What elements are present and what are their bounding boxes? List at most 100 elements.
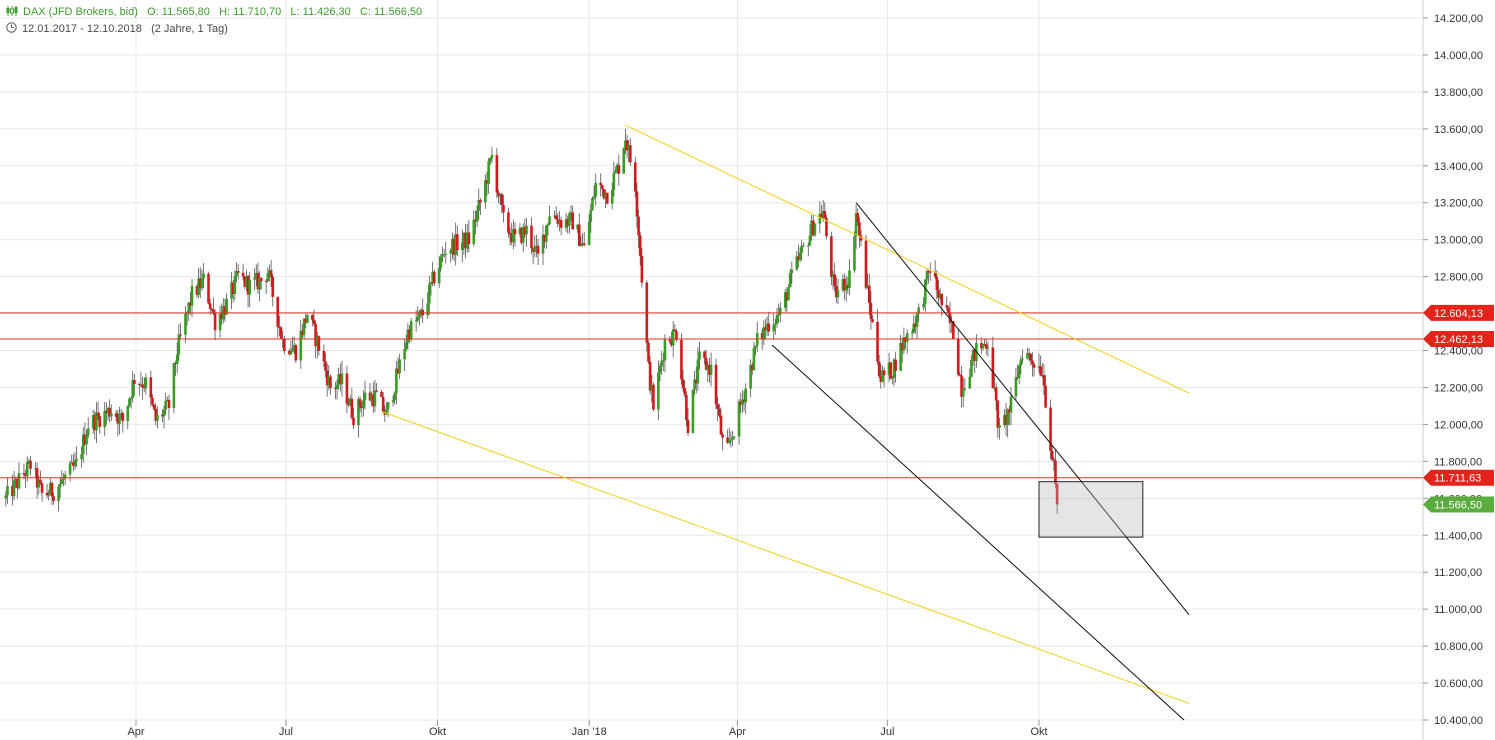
candle-body [767,323,771,332]
candle-body [800,245,804,253]
candle-body [564,219,568,228]
candle-body [16,479,19,489]
candle-body [142,387,146,389]
candle-body [91,415,95,429]
candle-body [864,240,868,288]
range-header: 12.01.2017 - 12.10.2018 (2 Jahre, 1 Tag) [6,22,228,36]
candle-body [57,487,60,501]
instrument-header: DAX (JFD Brokers, bid) O: 11.565,80 H: 1… [6,6,422,19]
candle-body [223,306,227,315]
candle-body [404,342,408,350]
candle-body [484,180,487,203]
candle-body [694,379,698,384]
candle-body [17,473,21,489]
candle-body [386,402,390,410]
candle-body [264,281,268,283]
candle-body [831,274,835,277]
candle-body [714,364,718,405]
candle-body [345,373,349,404]
candle-body [495,154,499,193]
candle-body [589,210,593,222]
candle-body [119,413,123,415]
candle-body [871,319,874,322]
candle-body [220,313,223,320]
candle-body [576,224,579,230]
candle-body [248,279,251,295]
y-tick-label: 13.600,00 [1434,124,1483,136]
candle-body [615,164,619,171]
candle-body [807,245,810,247]
candle-body [207,273,210,304]
candle-body [925,271,929,280]
candle-body [591,198,594,211]
candle-body [301,330,304,336]
candle-body [348,398,352,406]
candle-body [963,388,967,390]
candle-body [12,480,16,497]
candle-body [882,370,886,376]
candle-body [915,313,919,327]
candle-body [362,399,365,408]
candle-body [1040,375,1044,377]
candle-body [788,273,792,288]
candle-body [877,361,881,377]
candle-body [129,398,133,400]
candle-body [531,248,535,252]
price-axis: 14.200,00 14.000,00 13.800,00 13.600,00 13.4… [1423,13,1483,727]
candle-body [432,271,436,284]
candle-body [1029,353,1033,361]
candle-body [545,225,548,242]
candle-body [426,303,429,316]
candle-body [869,303,873,320]
candle-body [114,413,118,417]
candle-body [246,276,250,295]
candle-body [302,318,306,336]
candle-body [507,212,510,233]
high-value: H: 11.710,70 [219,6,282,18]
candle-body [45,492,49,496]
candle-body [208,303,212,309]
y-tick-label: 12.800,00 [1434,272,1483,284]
candle-body [924,279,927,304]
candle-body [325,370,329,386]
candle-body [358,399,362,408]
x-tick-label: Jan '18 [572,726,607,738]
candle-body [709,364,713,375]
candle-body [922,303,925,308]
candle-body [848,270,851,288]
candle-body [825,217,828,237]
candle-body [283,339,286,351]
low-value: L: 11.426,30 [290,6,351,18]
period-span: (2 Jahre, 1 Tag) [151,23,228,35]
y-tick-label: 13.000,00 [1434,235,1483,247]
candle-body [543,234,546,242]
candle-body [594,182,598,197]
candle-body [843,279,846,291]
candle-body [1042,375,1046,386]
candle-body [762,327,766,339]
candle-body [681,379,685,389]
candle-body [133,380,136,384]
candle-body [315,336,319,347]
candle-body [340,373,344,385]
candle-body [210,308,214,310]
candle-body [706,364,710,370]
candle-body [559,219,563,228]
candle-body [1054,460,1057,484]
candle-body [986,347,990,349]
candle-body [983,343,986,345]
candle-body [50,482,54,497]
candle-body [156,414,159,421]
candle-body [617,164,621,174]
candle-body [716,404,719,409]
candle-body [472,219,476,244]
candle-body [853,236,856,271]
candle-body [187,302,191,313]
candle-body [1019,359,1023,366]
candle-body [137,383,141,385]
candle-body [241,272,245,277]
candle-body [213,312,217,331]
candle-body [195,285,199,295]
candle-body [490,154,494,159]
